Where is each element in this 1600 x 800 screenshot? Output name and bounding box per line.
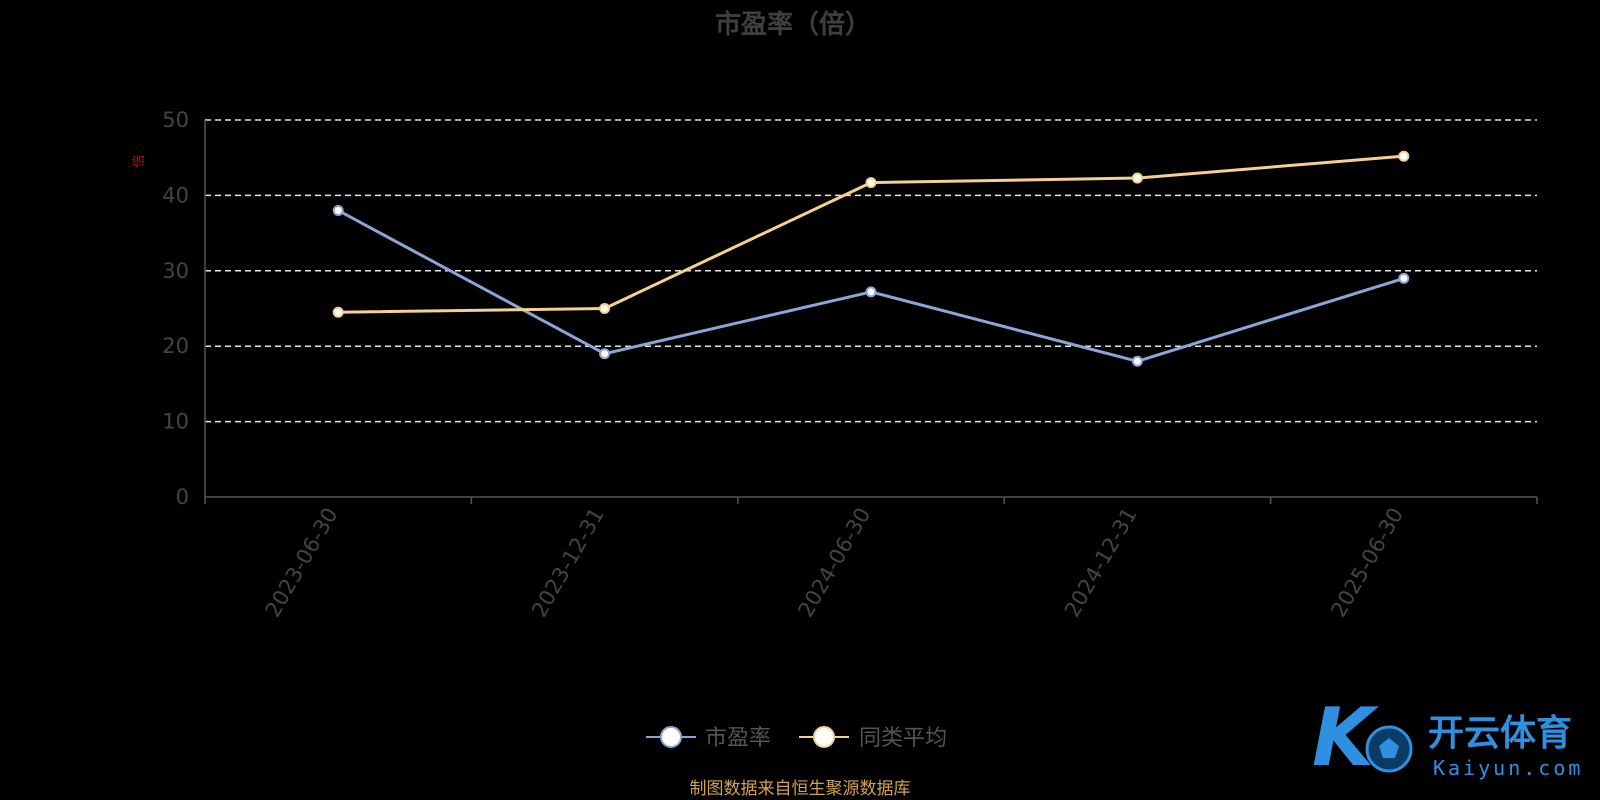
legend-swatch-marker-pe: [660, 726, 682, 748]
data-point[interactable]: [1398, 272, 1410, 284]
watermark-cn-text: 开云体育: [1428, 713, 1572, 754]
x-tick-label: 2024-06-30: [794, 504, 876, 622]
x-tick-labels: 2023-06-30 2023-12-31 2024-06-30 2024-12-31…: [261, 504, 1408, 622]
axes: [204, 120, 1538, 504]
y-tick-label: 0: [176, 485, 189, 509]
data-point[interactable]: [1398, 150, 1410, 162]
data-point[interactable]: [1131, 172, 1143, 184]
y-axis-unit: 倍: [132, 154, 147, 167]
watermark: K 开云体育 Kaiyun.com: [1312, 691, 1583, 784]
x-tick-label: 2024-12-31: [1060, 504, 1142, 622]
series-line-0: [337, 209, 1405, 363]
legend-item-peer-average[interactable]: 同类平均: [799, 726, 947, 751]
data-point[interactable]: [332, 306, 344, 318]
x-tick-label: 2025-06-30: [1326, 504, 1408, 622]
data-point[interactable]: [865, 177, 877, 189]
x-tick-label: 2023-12-31: [527, 504, 609, 622]
data-point[interactable]: [865, 286, 877, 298]
data-point[interactable]: [599, 348, 611, 360]
legend-item-pe[interactable]: 市盈率: [646, 726, 771, 751]
gridlines: [205, 119, 1537, 423]
legend-label-pe: 市盈率: [705, 726, 771, 751]
data-point[interactable]: [1131, 355, 1143, 367]
watermark-en-text: Kaiyun.com: [1433, 756, 1583, 780]
y-tick-label: 20: [162, 334, 189, 358]
watermark-logo-icon: K: [1312, 691, 1379, 784]
y-tick-labels: 0 10 20 30 40 50: [162, 108, 189, 509]
soccer-ball-patch-icon: [1379, 738, 1399, 758]
legend-label-peer: 同类平均: [859, 726, 947, 751]
legend[interactable]: 市盈率 同类平均: [646, 726, 947, 751]
y-tick-label: 10: [162, 410, 189, 434]
legend-swatch-marker-peer: [813, 726, 835, 748]
data-point[interactable]: [332, 204, 344, 216]
y-tick-label: 50: [162, 108, 189, 132]
data-point[interactable]: [599, 303, 611, 314]
chart-title: 市盈率（倍）: [715, 9, 871, 40]
source-note: 制图数据来自恒生聚源数据库: [690, 779, 911, 799]
y-tick-label: 30: [162, 259, 189, 283]
x-tick-label: 2023-06-30: [261, 504, 343, 622]
y-tick-label: 40: [162, 183, 189, 207]
series-points: [332, 150, 1410, 367]
